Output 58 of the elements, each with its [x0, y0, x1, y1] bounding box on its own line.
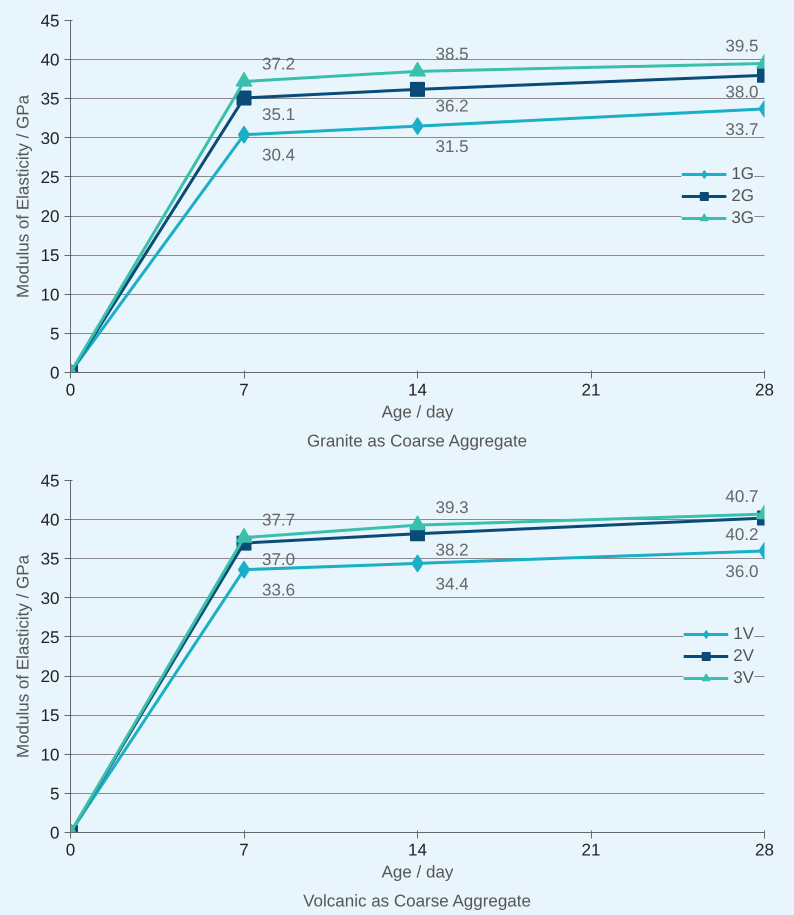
y-tick-label: 20 — [40, 207, 60, 226]
y-tick-label: 10 — [40, 285, 60, 304]
y-tick-label: 35 — [40, 550, 60, 569]
x-tick-label: 21 — [582, 840, 600, 860]
data-label: 36.2 — [436, 96, 469, 116]
data-label: 37.2 — [262, 54, 296, 74]
y-tick-label: 15 — [40, 246, 60, 266]
y-tick-label: 45 — [40, 472, 60, 490]
x-tick-label: 0 — [66, 840, 76, 860]
x-tick-label: 14 — [408, 380, 427, 400]
y-axis-title: Modulus of Elasticity / GPa — [14, 554, 33, 758]
data-label: 33.6 — [262, 580, 296, 600]
data-label: 40.2 — [725, 525, 759, 544]
x-tick-label: 28 — [755, 380, 774, 400]
x-axis-title: Age / day — [382, 402, 454, 422]
y-tick-label: 10 — [40, 745, 60, 764]
data-label: 30.4 — [262, 146, 296, 165]
data-label: 40.7 — [725, 487, 759, 506]
y-tick-label: 40 — [40, 50, 60, 70]
x-axis-title: Age / day — [382, 862, 454, 882]
text: Volcanic as Coarse Aggregate — [303, 892, 531, 910]
y-tick-label: 45 — [40, 12, 60, 30]
x-tick-label: 14 — [408, 840, 427, 860]
legend-label: 3V — [733, 668, 754, 688]
data-label: 31.5 — [436, 137, 469, 156]
x-tick-label: 7 — [239, 380, 249, 400]
y-tick-label: 25 — [40, 628, 60, 647]
y-axis-title: Modulus of Elasticity / GPa — [14, 94, 33, 298]
data-label: 33.7 — [725, 120, 759, 139]
y-tick-label: 0 — [50, 824, 60, 842]
y-tick-label: 15 — [40, 706, 60, 726]
data-label: 38.2 — [436, 540, 469, 560]
y-tick-label: 5 — [50, 784, 60, 804]
legend-label: 3G — [731, 208, 754, 228]
x-tick-label: 28 — [755, 840, 774, 860]
y-tick-label: 35 — [40, 90, 60, 109]
data-label: 39.5 — [725, 36, 759, 56]
data-label: 38.0 — [725, 82, 759, 102]
data-label: 34.4 — [436, 574, 469, 594]
data-label: 36.0 — [725, 562, 759, 581]
y-tick-label: 5 — [50, 324, 60, 344]
legend-label: 2G — [731, 186, 754, 206]
y-tick-label: 0 — [50, 364, 60, 382]
y-tick-label: 30 — [40, 588, 60, 608]
x-tick-label: 0 — [66, 380, 76, 400]
data-label: 35.1 — [262, 104, 296, 124]
data-label: 38.5 — [436, 44, 469, 64]
text: Granite as Coarse Aggregate — [306, 432, 528, 450]
legend-label: 2V — [733, 646, 754, 666]
y-tick-label: 20 — [40, 667, 60, 686]
y-tick-label: 25 — [40, 168, 60, 187]
legend-label: 1V — [733, 624, 754, 644]
data-label: 39.3 — [436, 498, 469, 518]
x-tick-label: 7 — [239, 840, 249, 860]
x-tick-label: 21 — [582, 380, 600, 400]
y-tick-label: 40 — [40, 510, 60, 530]
legend-label: 1G — [731, 164, 754, 184]
y-tick-label: 30 — [40, 128, 60, 148]
